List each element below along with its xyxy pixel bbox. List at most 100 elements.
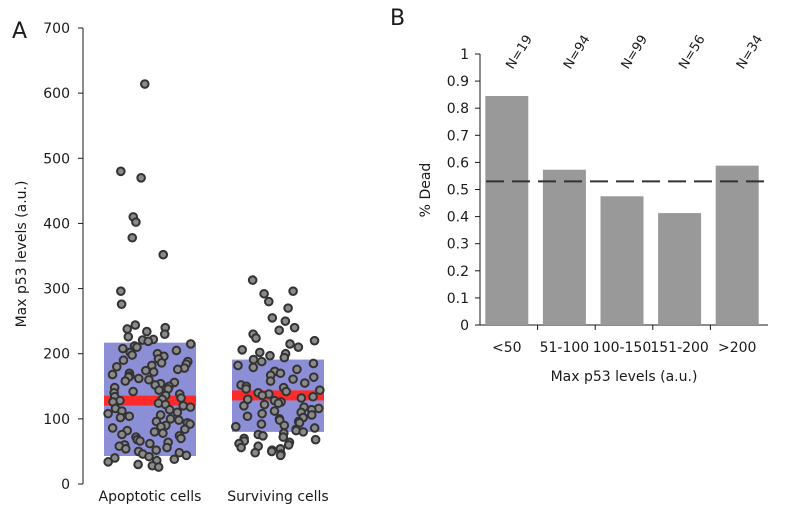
- panel-a-point: [266, 446, 277, 457]
- panel-a-point: [123, 331, 134, 342]
- panel-a-point: [256, 419, 267, 429]
- panel-a-point: [176, 433, 186, 444]
- panel-a-point: [309, 423, 320, 433]
- panel-b: B % Dead 0 0.1 0.2 0.3 0.4 0.5 0.6 0.7 0.8 0.9 1 N…: [390, 6, 768, 385]
- panel-b-bar: [658, 213, 702, 325]
- panel-a-point: [148, 367, 159, 377]
- panel-a-y-tick-label: 400: [43, 216, 70, 232]
- panel-a-point: [251, 333, 261, 343]
- panel-a-point: [281, 386, 292, 397]
- panel-b-n-label: N=19: [503, 33, 535, 72]
- panel-a-point: [231, 421, 241, 432]
- panel-a-point: [174, 415, 184, 425]
- panel-a-point: [267, 313, 278, 323]
- panel-a-point: [156, 358, 167, 368]
- panel-a-category-label: Surviving cells: [227, 489, 328, 505]
- panel-a-y-tick-label: 600: [43, 86, 70, 102]
- panel-a-point: [283, 303, 293, 313]
- panel-a-point: [285, 339, 295, 349]
- panel-b-y-tick-label: 0.4: [447, 210, 469, 226]
- panel-a-point: [107, 369, 118, 380]
- panel-a-point: [239, 401, 249, 411]
- panel-b-x-axis-title: Max p53 levels (a.u.): [551, 369, 698, 385]
- panel-a-point: [172, 407, 183, 418]
- panel-b-y-tick-label: 1: [460, 47, 469, 63]
- panel-a-point: [180, 424, 190, 435]
- panel-a-point: [283, 440, 294, 450]
- panel-a-point: [275, 450, 286, 461]
- panel-a-point: [296, 393, 307, 403]
- panel-a-point: [116, 286, 126, 296]
- panel-a-point: [293, 342, 304, 353]
- panel-a-point: [169, 454, 180, 465]
- panel-b-bar: [485, 96, 529, 325]
- panel-a-point: [144, 451, 154, 462]
- panel-b-category-label: >200: [718, 340, 756, 356]
- panel-a-letter: A: [12, 19, 27, 44]
- panel-a-point: [162, 442, 172, 453]
- panel-a-point: [116, 299, 127, 310]
- panel-a-point: [247, 275, 258, 285]
- panel-b-bar: [715, 165, 759, 325]
- panel-a-point: [107, 423, 118, 433]
- panel-b-y-axis-title: % Dead: [418, 163, 434, 218]
- panel-a-point: [236, 442, 246, 453]
- panel-a-point: [279, 352, 290, 363]
- panel-a-point: [306, 410, 317, 420]
- panel-a-point: [142, 326, 152, 337]
- panel-a-y-ticks: 0 100 200 300 400 500 600 700: [43, 21, 83, 493]
- panel-a-point: [172, 364, 183, 375]
- panel-a-y-tick-label: 700: [43, 21, 70, 37]
- panel-b-y-tick-label: 0.9: [447, 74, 469, 90]
- panel-a-point: [259, 288, 269, 299]
- panel-a-point: [257, 390, 268, 401]
- panel-b-n-labels: N=19 N=94 N=99 N=56 N=34: [503, 33, 766, 72]
- panel-a-point: [132, 342, 142, 353]
- panel-b-y-tick-label: 0.5: [447, 183, 469, 199]
- panel-a-point: [308, 372, 319, 382]
- panel-a-point: [158, 249, 169, 260]
- panel-a-point: [250, 447, 260, 458]
- panel-a-point: [149, 427, 160, 437]
- panel-a-point: [292, 364, 302, 375]
- panel-a-point: [259, 399, 270, 410]
- panel-a-point: [181, 450, 192, 461]
- panel-a-point: [314, 385, 325, 395]
- panel-b-bar: [542, 169, 586, 325]
- panel-a-point: [117, 429, 127, 440]
- panel-a-point: [308, 391, 318, 402]
- panel-a-point: [103, 408, 113, 419]
- panel-b-categories: <50 51-100 100-150 151-200 >200: [492, 325, 756, 356]
- panel-a-point: [136, 173, 146, 183]
- panel-a-median-bar: [232, 390, 324, 401]
- panel-b-n-label: N=99: [619, 33, 651, 72]
- panel-a-point: [130, 320, 141, 330]
- panel-a-point: [139, 79, 150, 89]
- panel-b-category-label: 100-150: [593, 340, 652, 356]
- panel-a-point: [111, 361, 122, 372]
- panel-a-point: [120, 376, 131, 386]
- panel-a-point: [135, 436, 145, 446]
- panel-a-point: [274, 325, 284, 336]
- panel-a-point: [280, 316, 291, 326]
- panel-a-point: [155, 410, 166, 420]
- panel-b-y-ticks: 0 0.1 0.2 0.3 0.4 0.5 0.6 0.7 0.8 0.9 1: [447, 47, 480, 334]
- panel-a-point: [242, 411, 253, 422]
- panel-a-point: [154, 385, 164, 395]
- panel-a-point: [254, 347, 265, 358]
- panel-a-y-axis-title: Max p53 levels (a.u.): [14, 181, 30, 328]
- panel-a-point: [265, 376, 276, 386]
- panel-a-median-bar: [104, 395, 196, 406]
- panel-a-point: [265, 350, 275, 361]
- panel-a-points: [103, 79, 325, 472]
- panel-b-category-label: <50: [492, 340, 522, 356]
- panel-a-point: [185, 402, 196, 412]
- panel-a-point: [110, 453, 120, 463]
- panel-b-n-label: N=56: [676, 33, 708, 72]
- panel-a-point: [309, 335, 320, 346]
- panel-a: A Max p53 levels (a.u.) 0 100 200 300 400 500…: [12, 19, 329, 505]
- panel-a-y-tick-label: 200: [43, 347, 70, 363]
- panel-a-point: [131, 217, 141, 227]
- panel-a-point: [120, 444, 131, 454]
